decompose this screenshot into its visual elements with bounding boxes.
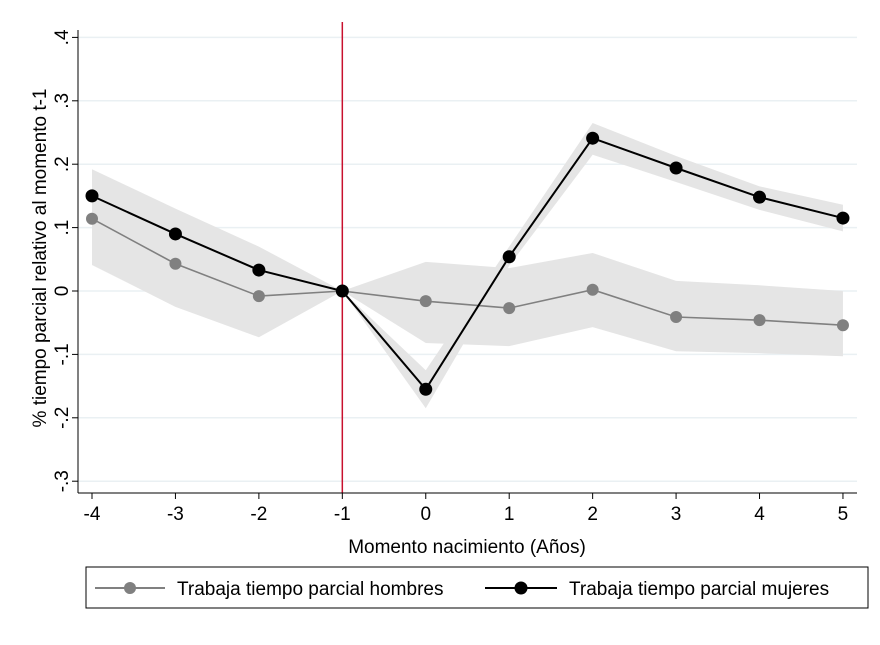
series-lines xyxy=(85,131,850,396)
axes: .4 .3 .2 .1 0 -.1 -.2 -.3 -4 -3 -2 -1 0 1 2 3 4 5 xyxy=(52,29,857,525)
data-point-series-1 xyxy=(168,227,182,241)
data-point-series-1 xyxy=(836,211,850,225)
data-point-series-1 xyxy=(85,189,99,203)
x-tick-label: -1 xyxy=(334,504,351,525)
legend-label-mujeres: Trabaja tiempo parcial mujeres xyxy=(569,579,829,600)
data-point-series-1 xyxy=(335,284,349,298)
y-tick-label: -.2 xyxy=(52,407,73,429)
y-tick-label: 0 xyxy=(52,286,73,297)
data-point-series-0 xyxy=(419,295,432,308)
y-tick-label: .1 xyxy=(52,220,73,236)
data-point-series-0 xyxy=(503,302,516,315)
data-point-series-1 xyxy=(502,250,516,264)
legend: Trabaja tiempo parcial hombres Trabaja t… xyxy=(85,566,869,609)
data-point-series-1 xyxy=(669,161,683,175)
x-tick-label: -3 xyxy=(167,504,184,525)
data-point-series-1 xyxy=(419,382,433,396)
data-point-series-1 xyxy=(252,263,266,277)
x-tick-label: 1 xyxy=(504,504,515,525)
y-tick-label: .4 xyxy=(52,29,73,45)
x-tick-label: 2 xyxy=(587,504,598,525)
confidence-bands xyxy=(92,122,843,409)
y-tick-label: .2 xyxy=(52,156,73,172)
series-line-0 xyxy=(91,218,844,327)
x-tick-label: 5 xyxy=(838,504,849,525)
legend-box xyxy=(85,566,869,609)
data-point-series-0 xyxy=(836,319,849,332)
x-tick-label: 0 xyxy=(420,504,431,525)
y-axis-label: % tiempo parcial relativo al momento t-1 xyxy=(30,89,51,428)
data-point-series-1 xyxy=(753,190,767,204)
legend-swatch-hombres-marker xyxy=(124,582,136,594)
data-point-series-0 xyxy=(86,212,98,225)
data-point-series-1 xyxy=(586,131,600,145)
y-tick-label: .3 xyxy=(52,93,73,109)
series-line-1 xyxy=(91,137,844,391)
x-tick-label: 3 xyxy=(671,504,682,525)
x-tick-label: 4 xyxy=(754,504,765,525)
y-tick-label: -.1 xyxy=(52,343,73,365)
data-point-series-0 xyxy=(586,283,599,296)
x-axis-label: Momento nacimiento (Años) xyxy=(348,537,586,558)
data-point-series-0 xyxy=(753,314,766,327)
data-point-series-0 xyxy=(252,290,265,303)
x-tick-label: -2 xyxy=(250,504,267,525)
legend-label-hombres: Trabaja tiempo parcial hombres xyxy=(177,579,443,600)
data-point-series-0 xyxy=(670,310,683,323)
x-tick-label: -4 xyxy=(84,504,101,525)
data-point-series-0 xyxy=(169,257,182,270)
y-tick-label: -.3 xyxy=(52,470,73,492)
ci-band-series-1 xyxy=(92,122,843,409)
legend-swatch-mujeres-marker xyxy=(514,581,528,595)
